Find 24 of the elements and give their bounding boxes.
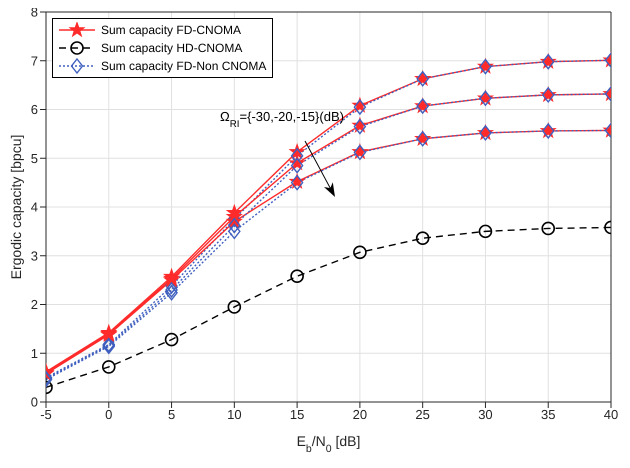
- legend-label: Sum capacity FD-Non CNOMA: [101, 59, 266, 73]
- y-tick-label: 4: [30, 200, 38, 215]
- x-tick-label: 20: [352, 407, 368, 422]
- x-axis-title: E$_{b}$/N$_{0}$ [dB]: [296, 433, 360, 455]
- x-tick-label: 0: [105, 407, 112, 422]
- y-tick-label: 6: [30, 102, 38, 118]
- annotation: Ω$_{RI}$={-30,-20,-15}(dB): [220, 109, 344, 130]
- y-tick-label: 0: [30, 394, 38, 410]
- y-tick-label: 7: [30, 53, 38, 68]
- y-tick-label: 5: [30, 150, 38, 166]
- x-tick-label: 35: [540, 407, 556, 422]
- y-tick-label: 1: [30, 346, 38, 361]
- x-tick-label: 40: [604, 407, 618, 422]
- x-tick-label: 15: [290, 407, 304, 422]
- y-tick-label: 3: [30, 248, 38, 264]
- x-tick-label: -5: [40, 407, 52, 422]
- legend-label: Sum capacity FD-CNOMA: [101, 23, 242, 37]
- x-tick-label: 5: [168, 407, 176, 422]
- y-tick-label: 2: [30, 297, 38, 312]
- x-tick-label: 10: [227, 407, 242, 422]
- x-tick-label: 25: [415, 407, 430, 422]
- x-tick-label: 30: [478, 407, 493, 422]
- legend-label: Sum capacity HD-CNOMA: [101, 41, 242, 55]
- y-axis-title: Ergodic capacity [bpcu]: [8, 134, 24, 280]
